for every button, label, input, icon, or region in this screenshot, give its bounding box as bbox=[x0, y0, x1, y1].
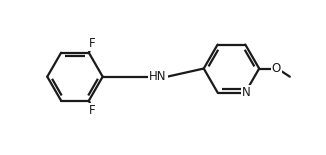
Text: N: N bbox=[242, 86, 251, 99]
Text: HN: HN bbox=[149, 70, 167, 83]
Text: F: F bbox=[88, 104, 95, 117]
Text: O: O bbox=[272, 62, 281, 75]
Text: F: F bbox=[88, 37, 95, 50]
